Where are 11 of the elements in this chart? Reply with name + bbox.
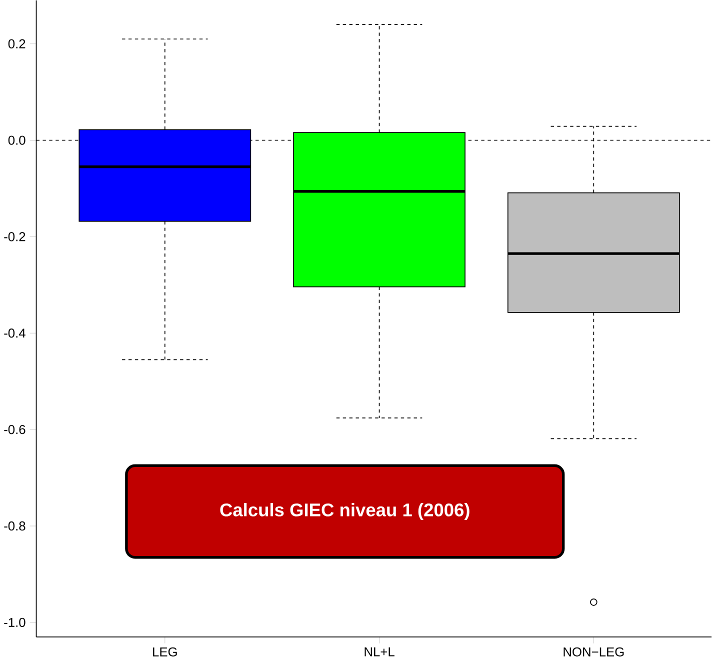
y-tick-label: -0.6 [4,424,26,434]
x-tick-label: LEG [153,647,177,656]
annotation: Calculs GIEC niveau 1 (2006) [220,502,470,520]
y-tick-label: -0.4 [4,328,26,338]
y-tick-label: -0.8 [4,521,26,531]
x-tick-label: NON−LEG [564,647,624,656]
y-tick-label: -0.2 [4,232,26,242]
y-tick-label: -1.0 [4,618,26,627]
y-tick-label: 0.2 [8,39,26,48]
y-tick-label: 0.0 [8,136,26,145]
x-tick-label: NL+L [364,647,394,656]
